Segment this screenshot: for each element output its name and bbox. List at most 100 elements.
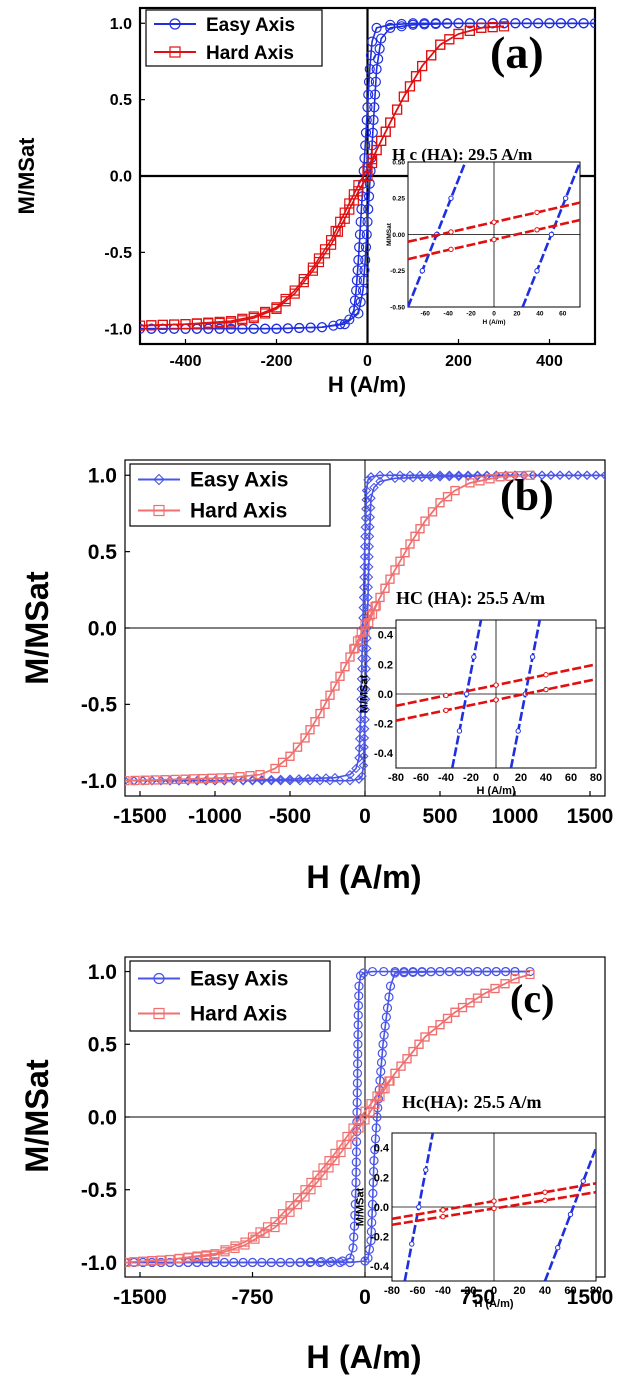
data-point: [379, 966, 389, 977]
data-point: [355, 296, 366, 308]
y-axis-label: M/MSat: [19, 571, 55, 685]
data-point: [426, 472, 436, 482]
data-point: [354, 733, 365, 744]
data-point: [408, 967, 418, 978]
data-point: [353, 254, 364, 266]
data-point: [201, 775, 211, 786]
data-point: [183, 1252, 193, 1262]
inset-x-tick-label: 20: [513, 311, 521, 318]
inset-data-point: [542, 1197, 548, 1204]
data-point: [255, 770, 265, 780]
inset-series-group: [392, 1133, 596, 1281]
data-point: [390, 968, 400, 978]
series-group: [125, 470, 605, 786]
data-point: [453, 470, 464, 481]
data-point: [277, 1209, 288, 1219]
inset-y-axis-label: M/MSat: [386, 222, 393, 246]
data-point: [382, 1003, 393, 1013]
data-point: [352, 1088, 362, 1098]
data-point: [351, 1157, 361, 1167]
data-point: [360, 127, 372, 138]
data-point: [358, 760, 369, 771]
data-point: [442, 492, 453, 502]
data-point: [367, 1217, 377, 1228]
data-point: [203, 323, 214, 334]
data-point: [285, 1201, 295, 1211]
data-point: [359, 562, 370, 572]
y-tick-label: 1.0: [88, 465, 117, 488]
data-point: [325, 775, 335, 786]
data-point: [238, 1257, 248, 1268]
data-point: [225, 317, 237, 328]
data-point: [245, 771, 255, 781]
data-point: [169, 319, 180, 330]
data-point: [360, 684, 371, 694]
series-line-2: [140, 22, 595, 330]
data-point: [353, 1039, 363, 1049]
data-point: [150, 775, 160, 785]
data-point: [125, 775, 130, 786]
y-tick-label: 0.0: [110, 169, 132, 186]
data-point: [362, 170, 373, 182]
data-point: [191, 318, 202, 329]
data-point: [349, 1232, 359, 1242]
inset-data-point: [542, 1189, 548, 1195]
data-point: [510, 18, 521, 29]
data-point: [380, 583, 390, 593]
data-point: [417, 472, 427, 483]
data-point: [348, 1243, 358, 1253]
inset-chart: -0.4 -0.2 0.0 0.2 0.4 -80 -60 -40 -20 0 20 40 60 80 H …: [358, 619, 602, 797]
data-point: [353, 1059, 363, 1069]
data-point: [582, 470, 592, 481]
data-point: [276, 1257, 286, 1268]
data-point: [237, 323, 248, 334]
data-point: [354, 242, 365, 253]
data-point: [385, 22, 396, 33]
x-tick-label: 500: [422, 805, 457, 828]
data-point: [385, 574, 395, 584]
data-point: [376, 33, 387, 44]
data-point: [210, 775, 220, 786]
data-point: [359, 572, 369, 582]
data-point: [315, 1257, 325, 1268]
data-point: [485, 474, 495, 484]
inset-y-tick-label: 0.0: [378, 689, 393, 701]
data-point: [300, 1185, 310, 1195]
data-point: [358, 602, 369, 613]
data-point: [465, 478, 475, 488]
y-tick-label: 0.5: [110, 92, 132, 109]
x-axis-label: H (A/m): [306, 1339, 421, 1375]
data-point: [495, 472, 505, 482]
data-point: [307, 265, 318, 276]
data-point: [396, 21, 407, 32]
data-point: [324, 1156, 334, 1166]
inset-y-tick-label: -0.2: [370, 1231, 389, 1243]
data-point: [360, 694, 371, 705]
inset-x-tick-label: 80: [590, 772, 602, 784]
data-point: [339, 213, 350, 224]
data-point: [378, 1039, 388, 1049]
data-point: [435, 472, 445, 482]
inset-x-tick-label: 60: [565, 772, 577, 784]
data-point: [491, 966, 501, 977]
data-point: [330, 681, 340, 691]
data-point: [280, 296, 291, 307]
data-point: [435, 39, 446, 50]
inset-x-tick-label: -20: [461, 1285, 477, 1297]
data-point: [463, 471, 473, 482]
data-point: [326, 239, 337, 250]
data-point: [214, 323, 225, 334]
inset-y-axis-label: M/MSat: [358, 674, 370, 713]
data-point: [292, 1193, 303, 1203]
data-point: [354, 991, 364, 1001]
data-point: [359, 551, 370, 562]
data-point: [366, 1236, 376, 1246]
inset-y-tick-label: -0.4: [370, 1261, 390, 1273]
data-point: [381, 1012, 391, 1022]
inset-data-point: [562, 195, 569, 201]
data-point: [363, 89, 374, 100]
y-tick-label: -1.0: [81, 770, 117, 793]
y-tick-label: 0.0: [88, 1106, 117, 1129]
data-point: [351, 1147, 362, 1157]
